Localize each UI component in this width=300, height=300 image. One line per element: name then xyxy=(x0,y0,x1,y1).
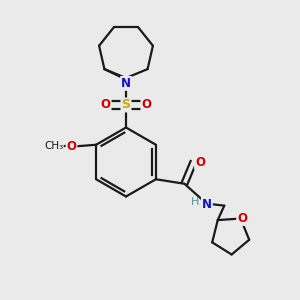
Text: N: N xyxy=(121,77,131,90)
Text: CH₃: CH₃ xyxy=(44,141,63,151)
Text: H: H xyxy=(191,197,200,207)
Text: O: O xyxy=(195,156,205,169)
Text: S: S xyxy=(122,98,130,112)
Text: O: O xyxy=(237,212,247,225)
Text: O: O xyxy=(100,98,111,112)
Text: N: N xyxy=(202,198,212,211)
Text: O: O xyxy=(141,98,152,112)
Text: O: O xyxy=(67,140,76,153)
